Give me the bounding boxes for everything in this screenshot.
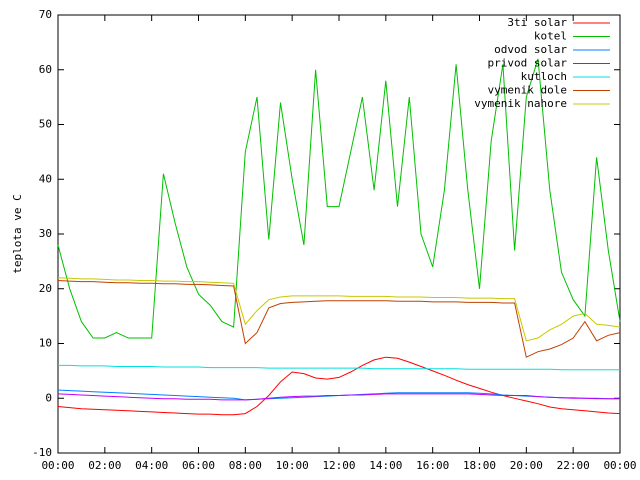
series-line [57, 58, 621, 339]
x-tick-label: 16:00 [416, 459, 449, 472]
legend-label: privod solar [488, 57, 568, 70]
legend-label: odvod solar [494, 43, 567, 56]
x-tick-label: 02:00 [88, 459, 121, 472]
x-tick-label: 18:00 [463, 459, 496, 472]
y-tick-label: 30 [39, 227, 52, 240]
legend-label: 3ti solar [507, 16, 567, 29]
x-tick-label: 12:00 [322, 459, 355, 472]
series-line [58, 364, 620, 371]
x-tick-label: 22:00 [557, 459, 590, 472]
y-tick-label: 50 [39, 118, 52, 131]
y-tick-label: 40 [39, 172, 52, 185]
legend-label: vymenik dole [488, 84, 567, 97]
y-tick-label: 10 [39, 337, 52, 350]
y-tick-label: 60 [39, 63, 52, 76]
x-tick-label: 04:00 [135, 459, 168, 472]
x-tick-label: 00:00 [603, 459, 636, 472]
legend-label: vymenik nahore [474, 97, 567, 110]
y-tick-label: 0 [45, 391, 52, 404]
series-line [57, 280, 621, 358]
x-tick-label: 08:00 [229, 459, 262, 472]
series-line [57, 393, 620, 401]
legend-label: kotel [534, 30, 567, 43]
y-tick-label: -10 [32, 446, 52, 459]
y-tick-label: 20 [39, 282, 52, 295]
x-tick-label: 20:00 [510, 459, 543, 472]
y-tick-label: 70 [39, 8, 52, 21]
x-tick-label: 14:00 [369, 459, 402, 472]
x-tick-label: 10:00 [276, 459, 309, 472]
legend-label: kutloch [521, 70, 567, 83]
series-line [57, 356, 621, 416]
series-line [57, 277, 621, 342]
x-tick-label: 06:00 [182, 459, 215, 472]
x-tick-label: 00:00 [41, 459, 74, 472]
y-axis-label: teplota ve C [11, 194, 24, 273]
